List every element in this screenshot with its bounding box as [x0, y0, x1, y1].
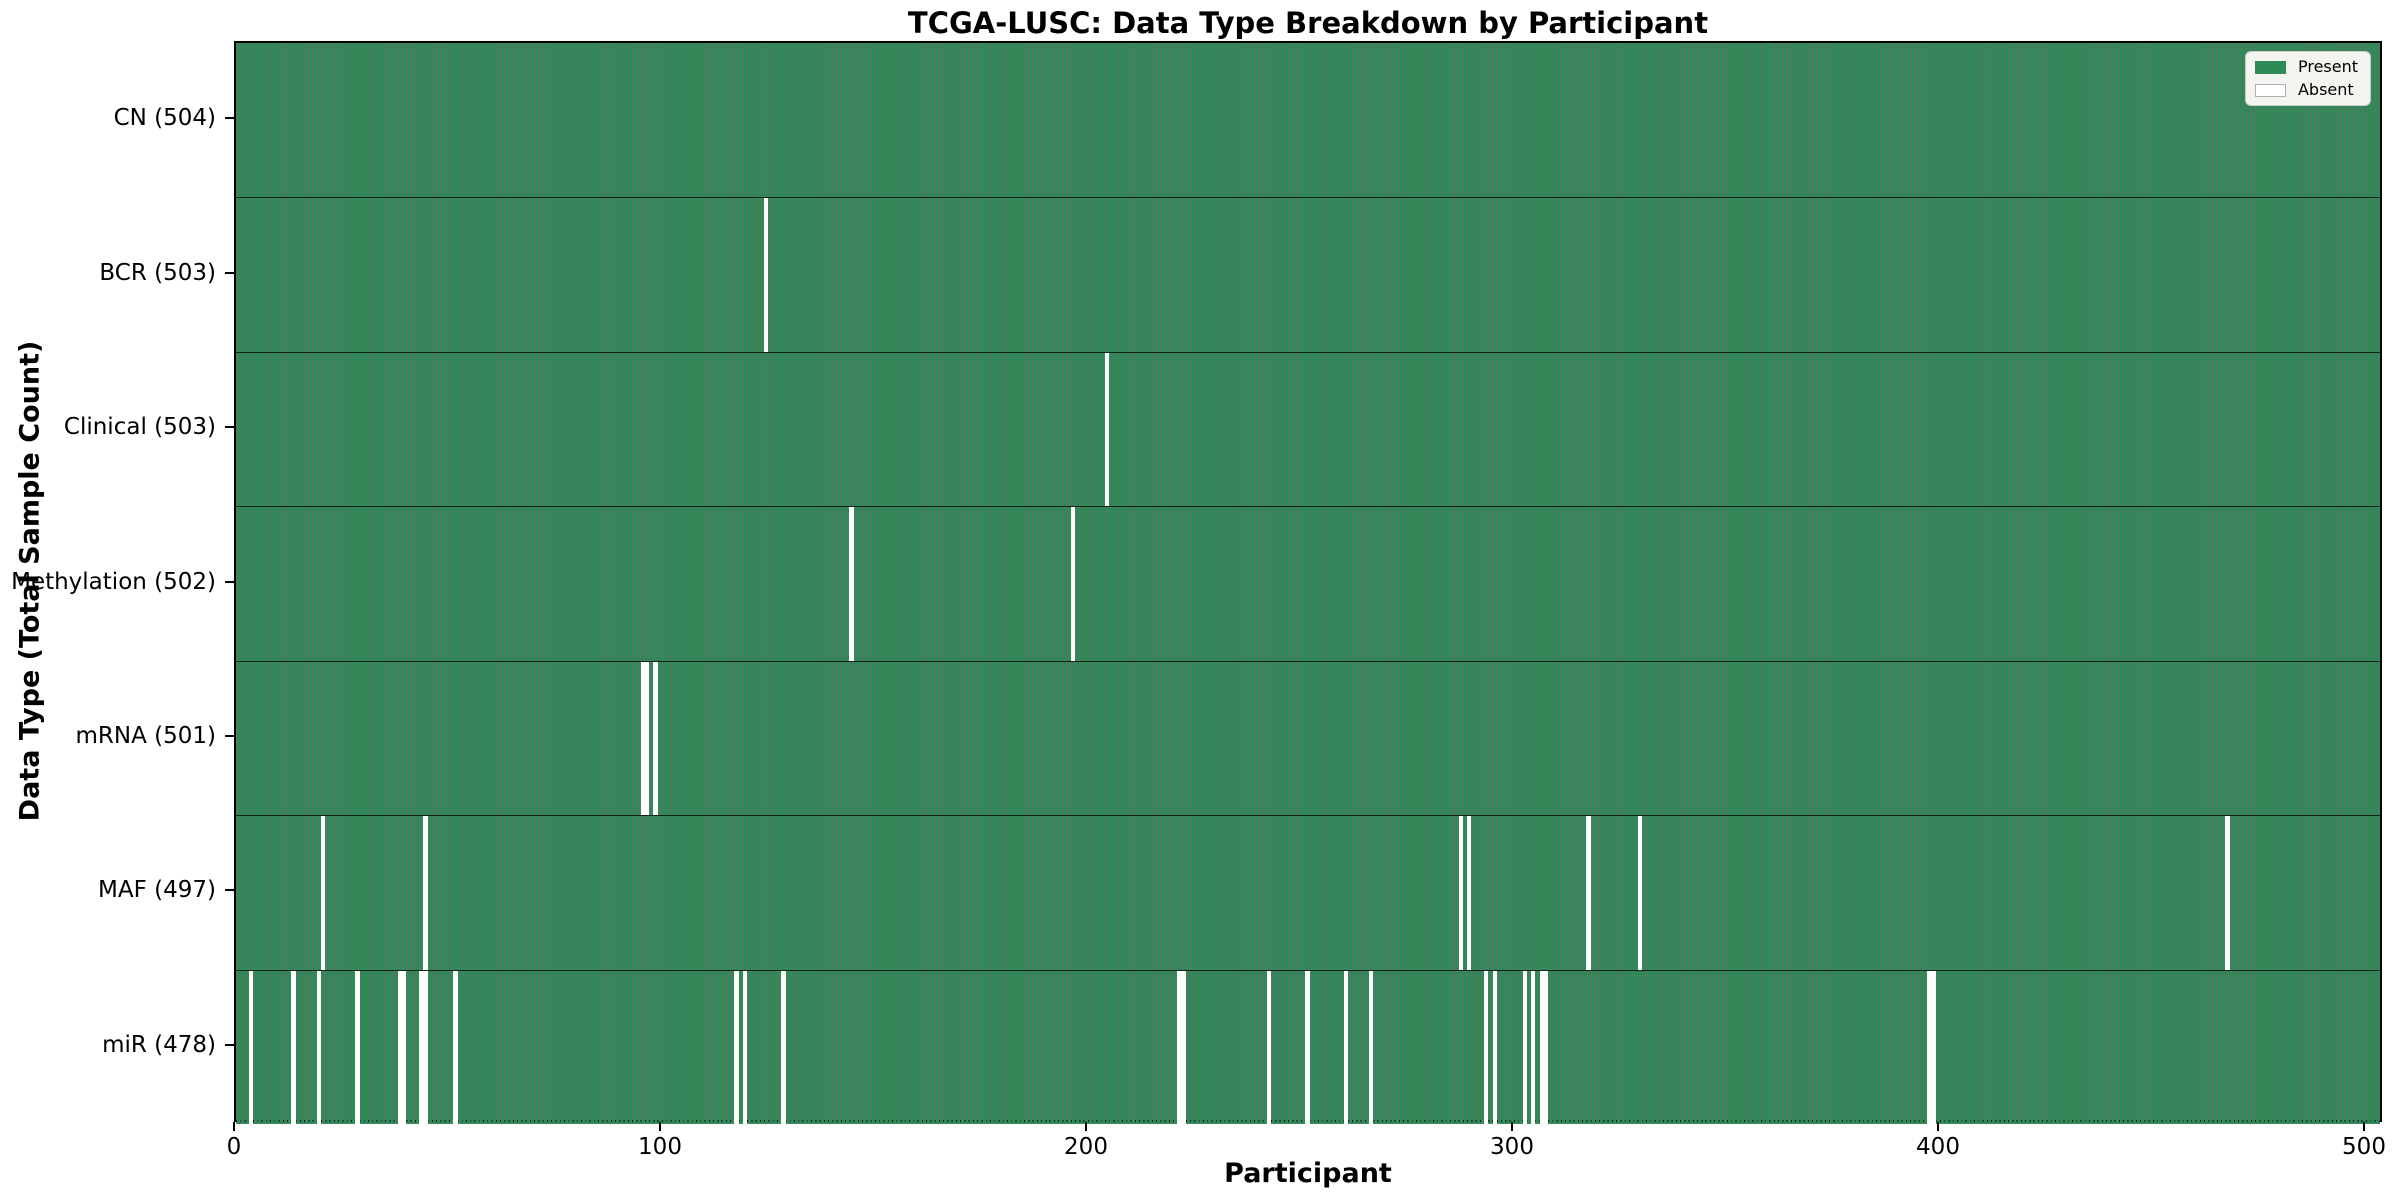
- absent-mark: [355, 970, 360, 1124]
- y-tick-mark: [225, 426, 234, 429]
- row-label-Methylation: Methylation (502): [11, 568, 216, 595]
- absent-mark: [402, 970, 407, 1124]
- legend-absent-label: Absent: [2297, 80, 2354, 99]
- absent-mark: [1458, 816, 1463, 970]
- row-label-Clinical: Clinical (503): [63, 414, 216, 441]
- x-axis-label: Participant: [1224, 1158, 1392, 1189]
- y-tick-mark: [225, 271, 234, 274]
- absent-mark: [321, 816, 326, 970]
- absent-mark: [1927, 970, 1932, 1124]
- absent-mark: [1177, 970, 1182, 1124]
- absent-mark: [849, 507, 854, 661]
- y-tick-mark: [225, 734, 234, 737]
- x-tick-mark: [659, 1122, 661, 1131]
- x-tick-label: 400: [1916, 1134, 1960, 1160]
- absent-mark: [1369, 970, 1374, 1124]
- x-tick-label: 0: [226, 1134, 242, 1160]
- x-tick-label: 200: [1064, 1134, 1108, 1160]
- row-band-mRNA: [236, 660, 2380, 816]
- absent-mark: [1181, 970, 1186, 1124]
- absent-mark: [1931, 970, 1936, 1124]
- absent-mark: [2225, 816, 2230, 970]
- x-tick-mark: [1937, 1122, 1939, 1131]
- absent-mark: [640, 661, 645, 816]
- row-label-CN: CN (504): [113, 105, 216, 132]
- absent-mark: [419, 970, 424, 1124]
- absent-mark: [1531, 970, 1536, 1124]
- row-band-CN: [236, 43, 2380, 198]
- absent-mark: [1305, 970, 1310, 1124]
- absent-mark: [453, 970, 458, 1124]
- y-tick-mark: [225, 889, 234, 892]
- absent-mark: [423, 816, 428, 970]
- absent-mark: [1343, 970, 1348, 1124]
- legend: Present Absent: [2244, 51, 2371, 106]
- absent-mark: [423, 970, 428, 1124]
- legend-present-swatch: [2254, 60, 2286, 74]
- absent-mark: [781, 970, 786, 1124]
- absent-mark: [1586, 816, 1591, 970]
- row-band-miR: [236, 969, 2380, 1124]
- absent-mark: [1539, 970, 1544, 1124]
- y-tick-mark: [225, 117, 234, 120]
- y-tick-mark: [225, 580, 234, 583]
- absent-mark: [316, 970, 322, 1124]
- x-tick-mark: [2363, 1122, 2365, 1131]
- absent-mark: [742, 970, 748, 1124]
- absent-mark: [1467, 816, 1472, 970]
- absent-mark: [1070, 507, 1076, 661]
- y-tick-mark: [225, 1043, 234, 1046]
- absent-mark: [653, 661, 658, 816]
- x-tick-mark: [1085, 1122, 1087, 1131]
- legend-absent-swatch: [2254, 83, 2286, 97]
- legend-entry-absent: Absent: [2254, 80, 2358, 99]
- x-tick-mark: [1511, 1122, 1513, 1131]
- chart-title: TCGA-LUSC: Data Type Breakdown by Partic…: [907, 6, 1709, 40]
- absent-mark: [1266, 970, 1272, 1124]
- absent-mark: [764, 198, 769, 352]
- row-band-BCR: [236, 197, 2380, 352]
- absent-mark: [734, 970, 739, 1124]
- x-tick-label: 300: [1490, 1134, 1534, 1160]
- row-band-Clinical: [236, 351, 2380, 507]
- x-tick-mark: [233, 1122, 235, 1131]
- row-label-mRNA: mRNA (501): [75, 722, 216, 749]
- absent-mark: [1105, 352, 1110, 507]
- absent-mark: [1484, 970, 1489, 1124]
- absent-mark: [1543, 970, 1549, 1124]
- legend-entry-present: Present: [2254, 57, 2358, 76]
- row-band-Methylation: [236, 506, 2380, 661]
- x-tick-label: 500: [2342, 1134, 2386, 1160]
- row-label-MAF: MAF (497): [98, 877, 216, 904]
- absent-mark: [644, 661, 650, 816]
- x-tick-label: 100: [638, 1134, 682, 1160]
- absent-mark: [1522, 970, 1527, 1124]
- legend-present-label: Present: [2297, 57, 2358, 76]
- absent-mark: [397, 970, 403, 1124]
- plot-area: Present Absent: [234, 41, 2382, 1124]
- absent-mark: [1637, 816, 1642, 970]
- absent-mark: [291, 970, 296, 1124]
- row-label-miR: miR (478): [102, 1031, 216, 1058]
- absent-mark: [248, 970, 254, 1124]
- absent-mark: [1492, 970, 1497, 1124]
- row-band-MAF: [236, 815, 2380, 970]
- row-label-BCR: BCR (503): [99, 259, 216, 286]
